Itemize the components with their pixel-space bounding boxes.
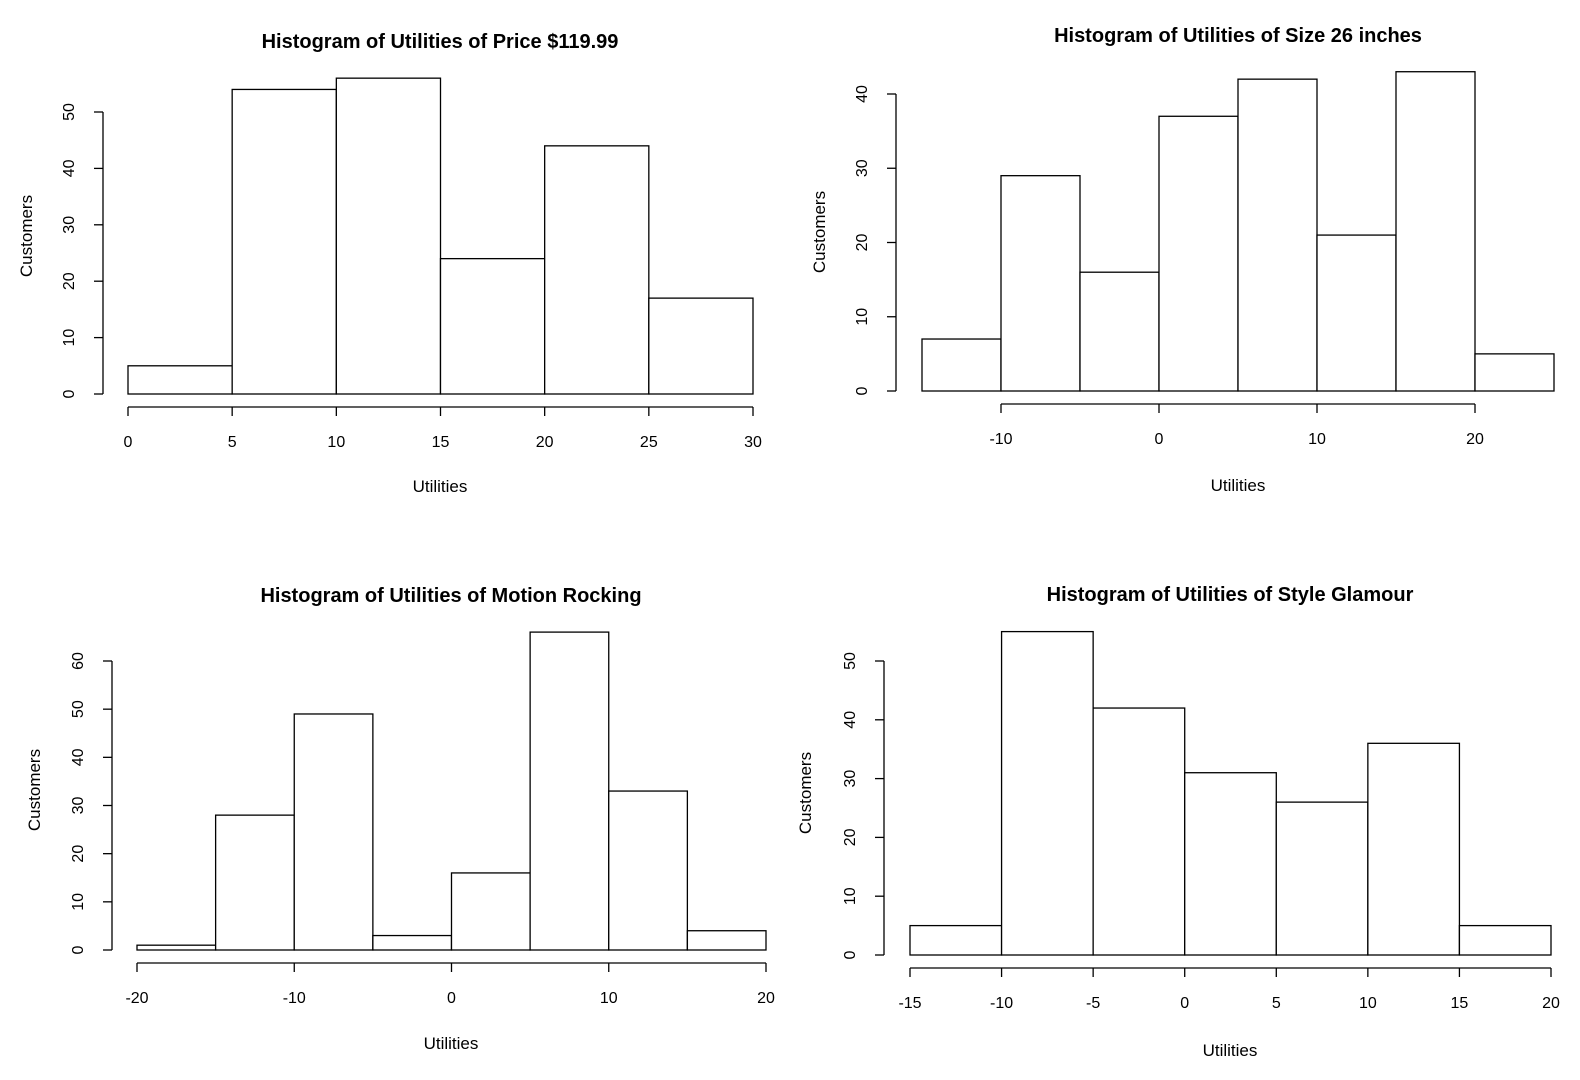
y-axis-label: Customers — [17, 195, 36, 277]
y-tick-label: 20 — [854, 234, 871, 252]
x-tick-label: -10 — [283, 990, 306, 1007]
x-tick-label: 10 — [1308, 431, 1326, 448]
histogram-bar — [909, 924, 1003, 956]
histogram-panel-4: Histogram of Utilities of Style Glamour -… — [796, 584, 1560, 1060]
x-axis-label: Utilities — [424, 1034, 479, 1053]
histogram-bar — [921, 338, 1002, 392]
x-tick-label: 10 — [600, 990, 618, 1007]
histogram-panel-2: Histogram of Utilities of Size 26 inches… — [810, 25, 1555, 495]
y-tick-label: 30 — [842, 770, 859, 788]
x-tick-label: 15 — [1451, 995, 1469, 1012]
y-tick-label: 10 — [70, 893, 87, 911]
x-tick-label: 0 — [124, 434, 133, 451]
y-tick-label: 0 — [854, 386, 871, 395]
y-tick-label: 0 — [61, 389, 78, 398]
x-tick-label: 0 — [1155, 431, 1164, 448]
x-tick-label: 10 — [1359, 995, 1377, 1012]
x-tick-label: 30 — [744, 434, 762, 451]
y-tick-label: 50 — [61, 103, 78, 121]
histogram-bar — [1158, 115, 1239, 392]
y-axis-label: Customers — [796, 752, 815, 834]
histogram-bar — [1092, 707, 1186, 956]
histogram-bar — [293, 713, 374, 951]
y-tick-label: 30 — [854, 159, 871, 177]
y-tick-label: 30 — [61, 216, 78, 234]
histogram-bar — [529, 631, 610, 951]
chart-title: Histogram of Utilities of Size 26 inches — [1054, 25, 1422, 47]
x-tick-label: 10 — [327, 434, 345, 451]
histogram-bar — [450, 872, 531, 951]
x-axis-label: Utilities — [413, 477, 468, 496]
y-tick-label: 0 — [70, 945, 87, 954]
x-axis-label: Utilities — [1203, 1041, 1258, 1060]
histogram-panel-3: Histogram of Utilities of Motion Rocking… — [25, 585, 775, 1053]
histogram-bar — [335, 77, 442, 395]
histogram-bar — [372, 934, 453, 951]
histogram-bar — [1316, 234, 1397, 392]
histogram-bar — [1474, 353, 1555, 392]
chart-title: Histogram of Utilities of Price $119.99 — [262, 31, 619, 53]
x-tick-label: 20 — [536, 434, 554, 451]
y-tick-label: 40 — [70, 748, 87, 766]
y-tick-label: 10 — [854, 308, 871, 326]
y-tick-label: 10 — [842, 887, 859, 905]
x-tick-label: 0 — [447, 990, 456, 1007]
y-tick-label: 40 — [61, 159, 78, 177]
histogram-bar — [686, 930, 767, 951]
x-tick-label: 15 — [432, 434, 450, 451]
histogram-bar — [1000, 175, 1081, 392]
histogram-panel-1: Histogram of Utilities of Price $119.99 0… — [17, 31, 762, 496]
histogram-bar — [1458, 924, 1552, 956]
histogram-bar — [231, 88, 337, 395]
y-tick-label: 50 — [70, 700, 87, 718]
x-tick-label: 20 — [1542, 995, 1560, 1012]
y-tick-label: 30 — [70, 797, 87, 815]
histogram-bar — [439, 257, 546, 395]
x-tick-label: 25 — [640, 434, 658, 451]
histogram-bar — [1395, 71, 1476, 392]
histogram-bar — [1000, 630, 1094, 956]
histogram-bar — [1367, 742, 1461, 956]
y-tick-label: 20 — [70, 845, 87, 863]
histogram-bar — [544, 145, 650, 395]
histogram-bar — [648, 297, 754, 395]
y-tick-label: 10 — [61, 329, 78, 347]
y-tick-label: 40 — [854, 85, 871, 103]
histogram-bar — [127, 365, 233, 395]
y-tick-label: 60 — [70, 652, 87, 670]
x-tick-label: 5 — [228, 434, 237, 451]
x-tick-label: -5 — [1086, 995, 1100, 1012]
x-tick-label: -10 — [990, 995, 1013, 1012]
histogram-bar — [1184, 772, 1277, 956]
histogram-bar — [1237, 78, 1318, 392]
histogram-bar — [1275, 801, 1369, 956]
chart-title: Histogram of Utilities of Style Glamour — [1047, 584, 1414, 606]
y-tick-label: 40 — [842, 711, 859, 729]
x-tick-label: -10 — [989, 431, 1012, 448]
y-axis-label: Customers — [810, 191, 829, 273]
x-tick-label: 20 — [757, 990, 775, 1007]
x-tick-label: 5 — [1272, 995, 1281, 1012]
x-tick-label: -20 — [125, 990, 148, 1007]
y-tick-label: 20 — [61, 272, 78, 290]
histogram-bar — [1079, 271, 1160, 392]
y-tick-label: 50 — [842, 652, 859, 670]
x-axis-label: Utilities — [1211, 476, 1266, 495]
chart-title: Histogram of Utilities of Motion Rocking — [260, 585, 641, 607]
histogram-bar — [214, 814, 295, 951]
x-tick-label: -15 — [898, 995, 921, 1012]
x-tick-label: 20 — [1466, 431, 1484, 448]
y-tick-label: 0 — [842, 950, 859, 959]
histogram-bar — [136, 944, 217, 951]
x-tick-label: 0 — [1180, 995, 1189, 1012]
histogram-bar — [608, 790, 689, 951]
y-axis-label: Customers — [25, 749, 44, 831]
y-tick-label: 20 — [842, 828, 859, 846]
